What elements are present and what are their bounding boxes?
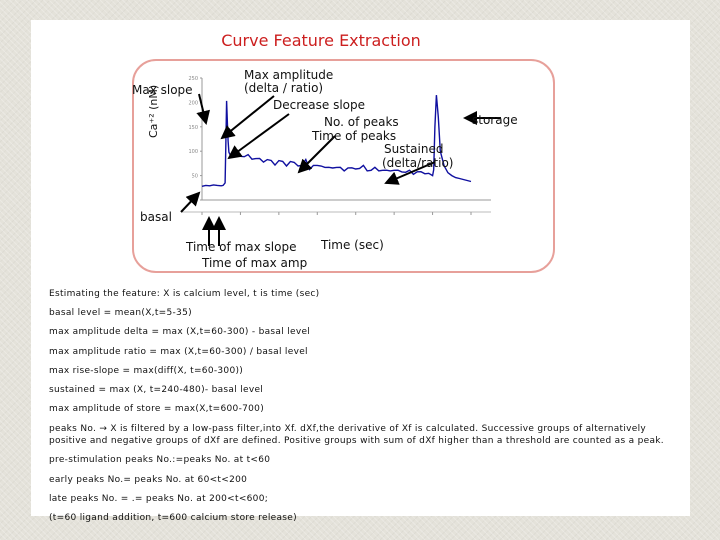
label-max-amplitude: Max amplitude [244,68,334,82]
formula-line: Estimating the feature: X is calcium lev… [49,289,320,299]
arrow-decrease-slope [227,113,290,160]
label-sustained-sub: (delta/ratio) [382,156,454,170]
label-no-of-peaks: No. of peaks [324,115,399,129]
label-decrease-slope: Decrease slope [273,98,366,112]
label-storage: storage [472,113,518,127]
arrow-max-slope [196,93,210,125]
label-sustained: Sustained [384,142,444,156]
label-max-amplitude-sub: (delta / ratio) [244,81,324,95]
label-max-slope: Max slope [132,83,193,97]
y-tick-label: 200 [188,100,198,106]
formula-line: peaks No. → X is filtered by a low-pass … [49,424,664,447]
formula-line: late peaks No. = .= peaks No. at 200<t<6… [49,493,269,504]
formula-line: (t=60 ligand addition, t=600 calcium sto… [49,512,297,523]
y-tick-label: 150 [188,125,198,131]
formula-line: max rise-slope = max(diff(X, t=60-300)) [49,365,244,376]
y-tick-label: 100 [188,149,198,155]
slide-title: Curve Feature Extraction [221,31,421,50]
formula-line: sustained = max (X, t=240-480)- basal le… [49,384,264,395]
arrow-sustained [384,161,436,185]
arrow-peaks [297,135,336,174]
x-ticks [201,212,472,215]
formula-line: max amplitude of store = max(X,t=600-700… [49,404,265,415]
y-tick-label: 0 [195,198,198,204]
label-time-axis: Time (sec) [321,238,384,252]
label-time-of-max-amp: Time of max amp [202,256,308,270]
label-time-of-max-slope: Time of max slope [186,240,297,254]
label-time-of-peaks: Time of peaks [312,129,397,143]
formula-line: pre-stimulation peaks No.:=peaks No. at … [49,455,271,466]
slide: Curve Feature Extraction 250 200 150 100 50 0… [31,20,690,523]
arrow-basal [180,191,201,213]
formula-line: max amplitude delta = max (X,t=60-300) -… [49,327,311,338]
chart-frame [132,59,555,273]
formula-line: early peaks No.= peaks No. at 60<t<200 [49,474,248,485]
y-tick-label: 50 [192,174,198,180]
label-basal: basal [140,210,172,224]
arrow-max-amplitude [220,95,275,140]
formula-line: max amplitude ratio = max (X,t=60-300) /… [49,346,308,357]
chart: 250 200 150 100 50 0 [180,76,501,246]
label-y-axis: Ca⁺² (nM) [147,84,160,138]
formula-list: Estimating the feature: X is calcium lev… [49,289,679,532]
y-tick-label: 250 [188,76,198,82]
formula-line: basal level = mean(X,t=5-35) [49,308,192,319]
